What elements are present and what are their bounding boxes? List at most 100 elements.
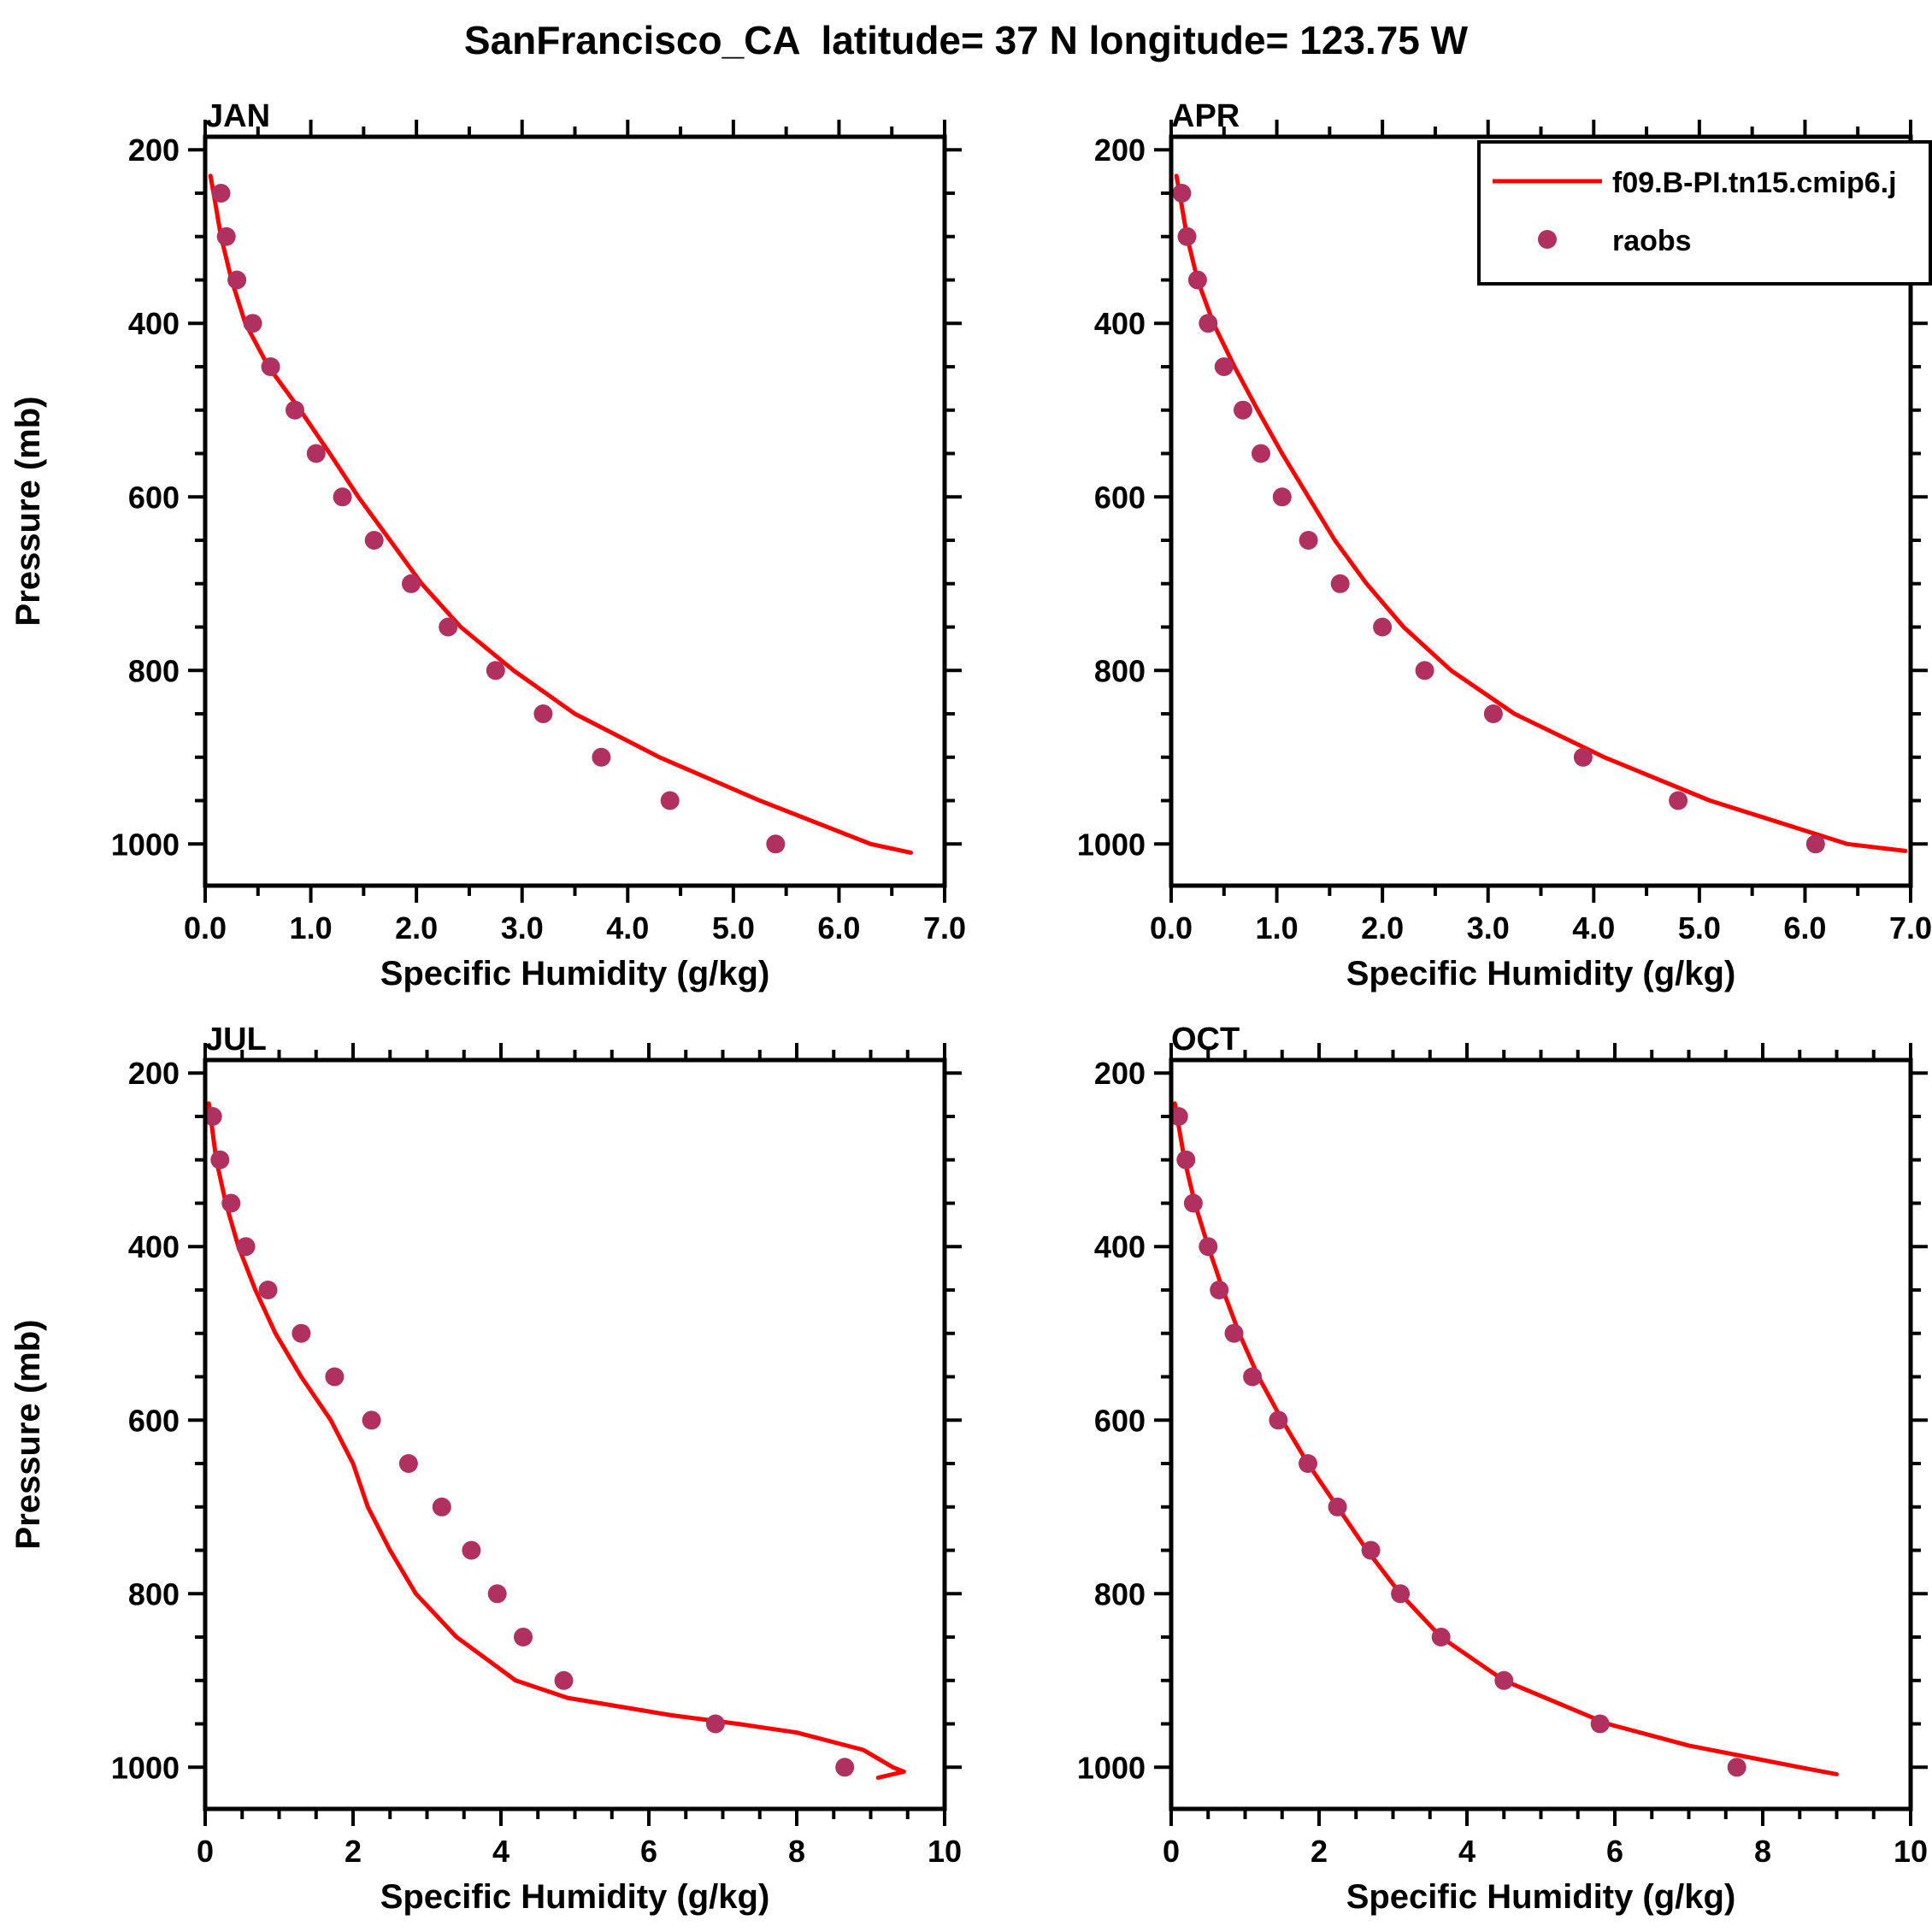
x-tick-label: 3.0 <box>1467 910 1510 945</box>
y-tick-label: 400 <box>1094 306 1146 341</box>
obs-point <box>486 661 505 680</box>
obs-point <box>216 227 236 246</box>
obs-point <box>1573 747 1593 767</box>
legend: f09.B-PI.tn15.cmip6.j raobs <box>1477 140 1932 286</box>
obs-point <box>221 1193 241 1213</box>
obs-point <box>514 1628 533 1646</box>
obs-point <box>439 617 458 637</box>
plot-frame <box>1169 1057 1913 1811</box>
panel-apr: APR 0.0 1.0 2.0 3.0 4.0 5.0 6.0 7.0 200 400 600 800 1… <box>966 80 1932 1004</box>
y-tick-label: 600 <box>128 1403 180 1438</box>
x-tick-label: 5.0 <box>712 910 755 945</box>
obs-point <box>1224 1323 1244 1343</box>
x-tick-label: 1.0 <box>290 910 333 945</box>
y-tick-label: 600 <box>1094 480 1146 515</box>
panel-jul: JUL 0 2 4 6 8 10 200 400 600 800 1000 Specific Humid… <box>0 1004 966 1927</box>
x-tick-label: 10 <box>928 1834 962 1869</box>
x-tick-label: 0.0 <box>1150 910 1193 945</box>
obs-point <box>1214 357 1234 376</box>
x-tick-label: 0 <box>197 1834 214 1869</box>
x-tick-label: 8 <box>1754 1834 1771 1869</box>
legend-line-label: f09.B-PI.tn15.cmip6.j <box>1612 167 1897 199</box>
obs-point <box>364 531 384 550</box>
obs-points <box>1172 184 1825 854</box>
obs-point <box>462 1540 481 1560</box>
obs-point <box>286 400 304 420</box>
y-tick-label: 400 <box>1094 1229 1146 1264</box>
obs-points <box>211 184 786 854</box>
x-tick-label: 4.0 <box>1572 910 1615 945</box>
obs-point <box>766 834 786 854</box>
chart-oct: OCT 0 2 4 6 8 10 200 400 600 800 1000 Specific Humid… <box>1077 1022 1928 1916</box>
x-axis-title: Specific Humidity (g/kg) <box>380 955 770 993</box>
legend-box <box>1477 140 1932 286</box>
axis-ticks <box>188 120 962 903</box>
obs-point <box>1415 661 1434 680</box>
x-tick-label: 0.0 <box>184 910 227 945</box>
chart-jul: JUL 0 2 4 6 8 10 200 400 600 800 1000 Specific Humid… <box>9 1022 962 1916</box>
x-tick-label: 6.0 <box>1783 910 1826 945</box>
x-tick-label: 3.0 <box>501 910 544 945</box>
x-tick-label: 5.0 <box>1678 910 1721 945</box>
y-tick-label: 200 <box>128 133 180 168</box>
x-tick-label: 0 <box>1163 1834 1180 1869</box>
y-axis-title: Pressure (mb) <box>9 397 47 627</box>
legend-dot-label: raobs <box>1612 225 1692 257</box>
panel-month-label: OCT <box>1171 1022 1240 1057</box>
panel-month-label: JAN <box>205 98 270 134</box>
axis-ticks <box>188 1043 962 1826</box>
obs-point <box>398 1454 418 1473</box>
x-axis-title: Specific Humidity (g/kg) <box>1346 1878 1736 1916</box>
obs-point <box>835 1758 855 1777</box>
x-tick-label: 1.0 <box>1256 910 1299 945</box>
obs-point <box>705 1714 725 1734</box>
obs-point <box>487 1584 507 1604</box>
panel-month-label: APR <box>1171 98 1240 134</box>
obs-point <box>554 1670 574 1690</box>
panel-oct: OCT 0 2 4 6 8 10 200 400 600 800 1000 Specific Humid… <box>966 1004 1932 1927</box>
obs-points <box>1169 1107 1746 1777</box>
x-tick-label: 4 <box>492 1834 510 1869</box>
y-tick-label: 800 <box>1094 1576 1146 1611</box>
obs-point <box>1590 1714 1610 1734</box>
obs-point <box>306 444 326 463</box>
obs-point <box>1210 1281 1229 1299</box>
x-tick-label: 6.0 <box>817 910 860 945</box>
x-tick-label: 4 <box>1458 1834 1476 1869</box>
obs-point <box>1805 834 1825 854</box>
y-tick-label: 800 <box>128 1576 180 1611</box>
x-tick-label: 4.0 <box>606 910 649 945</box>
obs-point <box>1373 617 1393 637</box>
y-tick-label: 400 <box>128 1229 180 1264</box>
obs-point <box>210 1150 230 1169</box>
obs-point <box>243 314 262 333</box>
y-tick-label: 1000 <box>111 1750 180 1785</box>
obs-point <box>1494 1670 1514 1690</box>
obs-point <box>660 791 680 810</box>
obs-point <box>1431 1628 1451 1646</box>
x-tick-label: 10 <box>1894 1834 1928 1869</box>
y-tick-label: 400 <box>128 306 180 341</box>
x-tick-label: 2 <box>1311 1834 1328 1869</box>
panel-jan: JAN 0.0 1.0 2.0 3.0 4.0 5.0 6.0 7.0 200 400 600 800 1… <box>0 80 966 1004</box>
obs-point <box>1272 487 1292 507</box>
y-tick-label: 200 <box>1094 133 1146 168</box>
obs-point <box>325 1367 345 1387</box>
y-tick-label: 1000 <box>111 827 180 862</box>
obs-point <box>1187 270 1207 290</box>
obs-point <box>1391 1584 1411 1604</box>
x-tick-label: 2.0 <box>395 910 438 945</box>
obs-points <box>203 1107 855 1777</box>
obs-point <box>1669 791 1688 810</box>
x-axis-title: Specific Humidity (g/kg) <box>1346 955 1736 993</box>
obs-point <box>1269 1411 1288 1430</box>
obs-point <box>1243 1367 1263 1387</box>
obs-point <box>292 1323 311 1343</box>
x-tick-label: 7.0 <box>923 910 966 945</box>
obs-point <box>402 574 421 593</box>
model-line <box>206 1101 906 1780</box>
plot-frame <box>203 134 947 888</box>
chart-grid: JAN 0.0 1.0 2.0 3.0 4.0 5.0 6.0 7.0 200 400 600 800 1… <box>0 80 1932 1927</box>
obs-point <box>261 357 280 376</box>
y-tick-label: 1000 <box>1077 827 1146 862</box>
